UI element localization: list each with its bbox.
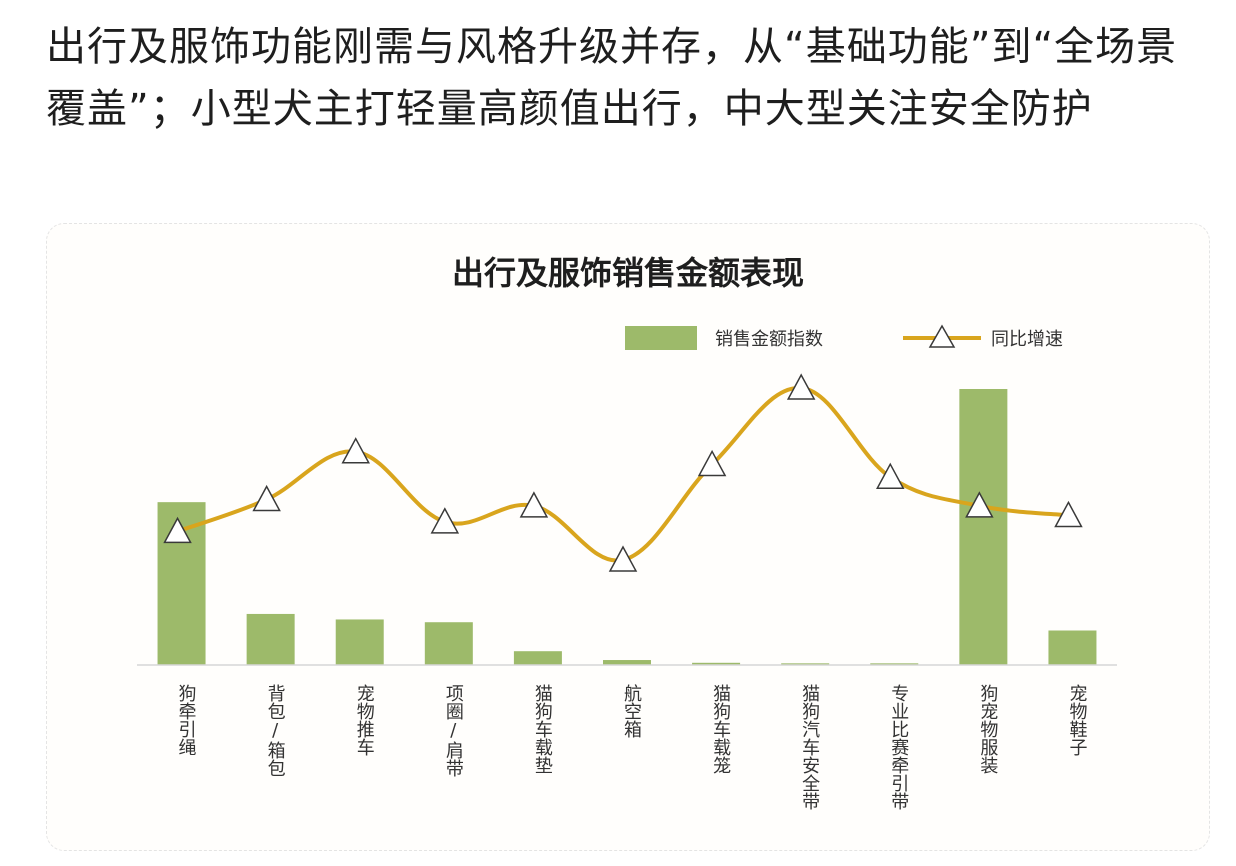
bar-8: [870, 663, 919, 665]
line-point-3: [430, 507, 460, 534]
x-tick-label-5: 航空箱: [621, 684, 642, 738]
x-tick-label-1: 背包/箱包: [264, 684, 286, 777]
bar-5: [603, 660, 651, 665]
line-point-9: [965, 491, 994, 518]
bar-3: [424, 622, 473, 665]
x-tick-label-9: 狗宠物服装: [977, 684, 999, 774]
bar-1: [246, 613, 295, 665]
x-tick-label-4: 猫狗车载垫: [531, 684, 553, 774]
growth-line: [176, 385, 1069, 563]
x-tick-label-8: 专业比赛牵引带: [888, 684, 910, 810]
chart-title: 出行及服饰销售金额表现: [451, 254, 804, 292]
line-point-8: [876, 462, 905, 489]
headline: 出行及服饰功能刚需与风格升级并存，从“基础功能”到“全场景覆盖”；小型犬主打轻量…: [46, 24, 1178, 132]
x-tick-label-10: 宠物鞋子: [1066, 684, 1088, 756]
line-point-1: [252, 484, 281, 512]
x-tick-label-2: 宠物推车: [353, 684, 375, 756]
x-tick-label-7: 猫狗汽车安全带: [799, 684, 821, 810]
line-point-10: [1054, 500, 1083, 528]
bar-4: [513, 651, 562, 665]
legend-line-swatch: [903, 324, 981, 348]
bar-6: [692, 662, 741, 665]
line-point-5: [608, 545, 638, 572]
line-point-6: [697, 449, 727, 477]
x-tick-label-0: 狗牵引绳: [175, 684, 197, 756]
line-point-7: [786, 373, 816, 400]
legend-bar-swatch: [625, 326, 697, 350]
bar-7: [781, 663, 830, 665]
x-tick-label-6: 猫狗车载笼: [710, 684, 732, 774]
line-point-4: [519, 491, 549, 518]
x-tick-label-3: 项圈/肩带: [442, 684, 464, 777]
bar-10: [1048, 630, 1097, 665]
line-point-2: [341, 437, 370, 464]
bar-9: [959, 389, 1008, 665]
bar-2: [335, 619, 384, 665]
legend-bar-label: 销售金额指数: [715, 329, 823, 350]
line-point-0: [163, 516, 192, 544]
legend-line-label: 同比增速: [991, 329, 1063, 350]
